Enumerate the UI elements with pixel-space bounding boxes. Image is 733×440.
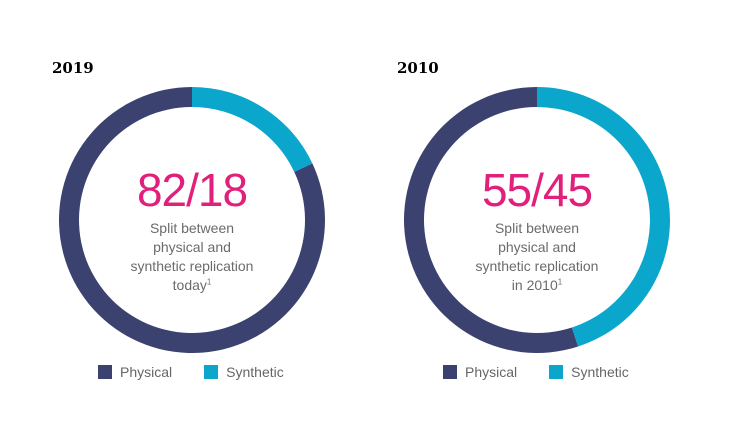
center-label: 82/18 Split between physical and synthet… [92, 165, 292, 295]
legend-item-synthetic: Synthetic [549, 364, 629, 380]
legend-item-physical: Physical [443, 364, 517, 380]
legend-label: Synthetic [571, 364, 629, 380]
center-caption-line: Split between [149, 220, 235, 236]
swatch-synthetic [204, 365, 219, 379]
center-value: 55/45 [481, 164, 593, 216]
center-caption-line: in 20101 [511, 277, 563, 293]
chart-panel-2019: 2019 82/18 Split between physical and sy… [0, 0, 340, 440]
center-caption-line: physical and [153, 239, 231, 255]
swatch-physical [98, 365, 112, 379]
legend-label: Synthetic [226, 364, 284, 380]
legend-label: Physical [120, 364, 173, 380]
donut-slice-synthetic [537, 87, 670, 347]
donut-chart [404, 87, 670, 353]
center-caption-line: synthetic replication [475, 258, 599, 274]
swatch-synthetic [549, 365, 564, 379]
center-caption-line: synthetic replication [130, 258, 254, 274]
legend-item-physical: Physical [98, 364, 172, 380]
swatch-physical [443, 365, 457, 379]
legend: Physical Synthetic [98, 364, 316, 380]
donut-slice-synthetic [192, 87, 313, 172]
center-caption-line: Split between [494, 220, 580, 236]
donut-chart [58, 87, 325, 354]
chart-panel-2010: 2010 55/45 Split between physical and sy… [345, 0, 685, 440]
center-value: 82/18 [136, 164, 248, 216]
legend-label: Physical [465, 364, 518, 380]
footnote-mark: 1 [557, 277, 563, 287]
legend-item-synthetic: Synthetic [204, 364, 284, 380]
chart-title: 2019 [52, 59, 94, 77]
center-label: 55/45 Split between physical and synthet… [437, 165, 637, 295]
chart-title: 2010 [397, 59, 439, 77]
center-caption-line: physical and [498, 239, 576, 255]
legend: Physical Synthetic [443, 364, 661, 380]
center-caption-line: today1 [172, 277, 212, 293]
footnote-mark: 1 [206, 277, 212, 287]
